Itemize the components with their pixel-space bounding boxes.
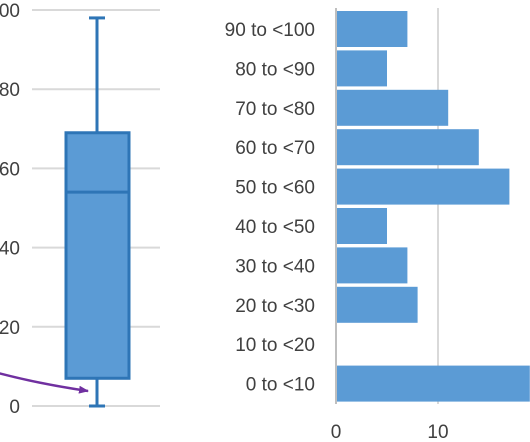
category-label: 80 to <90 (235, 59, 315, 80)
histogram-bar-chart: 90 to <100 80 to <90 70 to <80 60 to <70 50 … (225, 8, 530, 442)
category-label: 40 to <50 (235, 217, 315, 238)
bar (336, 365, 530, 402)
category-label: 30 to <40 (235, 256, 315, 277)
category-label: 90 to <100 (225, 20, 315, 41)
category-label: 0 to <10 (246, 375, 315, 396)
bar (336, 50, 387, 87)
category-label: 70 to <80 (235, 99, 315, 120)
category-label: 10 to <20 (235, 335, 315, 356)
y-tick-label: 100 (0, 1, 20, 22)
category-label: 20 to <30 (235, 296, 315, 317)
bar (336, 286, 418, 323)
y-tick-label: 40 (0, 239, 20, 260)
box-plot: 0 20 40 60 80 100 (0, 1, 160, 418)
bar (336, 247, 408, 284)
bar (336, 168, 510, 205)
bar (336, 89, 449, 126)
category-label: 50 to <60 (235, 178, 315, 199)
y-tick-label: 80 (0, 80, 20, 101)
y-tick-label: 60 (0, 159, 20, 180)
bar (336, 129, 479, 166)
y-tick-label: 0 (9, 397, 20, 418)
y-tick-label: 20 (0, 318, 20, 339)
annotation-arrow (0, 372, 89, 394)
x-tick-label: 0 (331, 422, 342, 442)
bar (336, 208, 387, 244)
category-label: 60 to <70 (235, 138, 315, 159)
interquartile-box (64, 131, 131, 380)
bar (336, 11, 408, 47)
x-tick-label: 10 (427, 422, 448, 442)
